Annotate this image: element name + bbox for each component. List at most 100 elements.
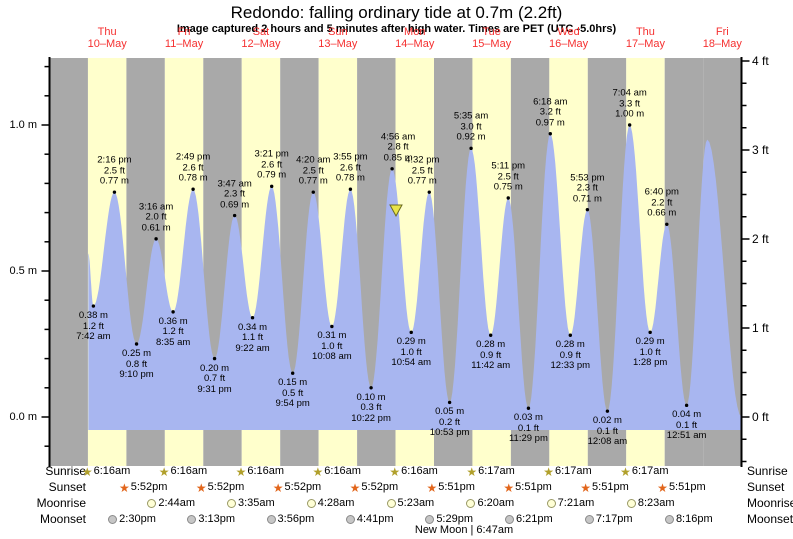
moonrise-row-label-left: Moonrise bbox=[36, 496, 86, 510]
moonset-time: 4:41pm bbox=[356, 513, 394, 525]
annotation-line: 10:53 pm bbox=[429, 427, 470, 439]
annotation-line: 0.9 ft bbox=[559, 349, 581, 361]
annotation-line: 0.71 m bbox=[572, 193, 602, 205]
moonset-time: 3:13pm bbox=[198, 513, 236, 525]
sunrise-time: 6:16am bbox=[324, 465, 361, 477]
moonrise-entry: 2:44am bbox=[147, 497, 195, 510]
day-label: Mon 14–May bbox=[395, 26, 434, 50]
sunrise-time: 6:17am bbox=[478, 465, 515, 477]
annotation-line: 4:20 am bbox=[296, 154, 331, 166]
sunset-entry: ★ 5:52pm bbox=[350, 481, 398, 494]
annotation-line: 0.10 m bbox=[356, 391, 386, 403]
moonset-row-label-left: Moonset bbox=[39, 512, 86, 526]
low-tide-annotation: 0.04 m 0.1 ft 12:51 am bbox=[667, 410, 707, 442]
annotation-line: 7:42 am bbox=[76, 331, 111, 343]
tide-extreme-dot bbox=[585, 207, 590, 212]
annotation-line: 1.2 ft bbox=[82, 320, 104, 332]
moonset-time: 3:56pm bbox=[277, 513, 315, 525]
sunset-time: 5:51pm bbox=[438, 481, 475, 493]
sunset-time: 5:51pm bbox=[668, 481, 706, 493]
moonrise-entry: 4:28am bbox=[306, 497, 354, 510]
moonset-time: 6:21pm bbox=[515, 513, 553, 525]
moonrise-entry: 3:35am bbox=[226, 497, 275, 510]
y-axis-label-metres: 0.0 m bbox=[9, 411, 37, 423]
y-axis-label-feet: 1 ft bbox=[752, 321, 769, 335]
annotation-line: 0.2 ft bbox=[439, 416, 461, 428]
sunrise-time: 6:17am bbox=[631, 465, 669, 477]
sunset-star-icon: ★ bbox=[272, 480, 284, 495]
annotation-line: 3.2 ft bbox=[539, 106, 561, 118]
moonset-icon bbox=[664, 515, 674, 524]
moonrise-time: 3:35am bbox=[237, 497, 275, 509]
moonset-icon bbox=[584, 515, 594, 524]
annotation-line: 2.5 ft bbox=[302, 165, 324, 177]
day-label: Thu 10–May bbox=[88, 26, 127, 50]
annotation-line: 2.3 ft bbox=[576, 182, 598, 194]
annotation-line: 12:33 pm bbox=[550, 360, 591, 372]
day-weekday: Fri bbox=[715, 26, 729, 38]
sunset-row-label-right: Sunset bbox=[747, 480, 785, 494]
tide-extreme-dot bbox=[134, 342, 139, 346]
annotation-line: 0.36 m bbox=[158, 315, 188, 327]
moonset-icon bbox=[108, 515, 118, 524]
sunrise-entry: ★ 6:16am bbox=[82, 465, 130, 478]
tide-extreme-dot bbox=[390, 167, 394, 171]
tide-extreme-dot bbox=[447, 400, 452, 405]
low-tide-annotation: 0.05 m 0.2 ft 10:53 pm bbox=[430, 407, 470, 439]
y-axis-label-metres: 1.0 m bbox=[9, 119, 37, 131]
tide-extreme-dot bbox=[409, 330, 413, 335]
annotation-line: 12:08 am bbox=[587, 436, 628, 448]
high-tide-annotation: 4:56 am 2.8 ft 0.85 m bbox=[381, 132, 415, 164]
tide-extreme-dot bbox=[250, 316, 255, 320]
day-date: 16–May bbox=[548, 38, 589, 50]
moonset-time: 7:17pm bbox=[595, 513, 633, 525]
sunrise-entry: ★ 6:17am bbox=[466, 465, 514, 478]
moonset-entry: 3:13pm bbox=[187, 513, 235, 526]
moonset-icon bbox=[187, 515, 197, 524]
day-date: 11–May bbox=[164, 38, 204, 50]
low-tide-annotation: 0.20 m 0.7 ft 9:31 pm bbox=[197, 363, 231, 396]
moonrise-entry: 8:23am bbox=[626, 497, 675, 510]
sunrise-time: 6:17am bbox=[554, 465, 592, 477]
moonset-icon bbox=[504, 515, 514, 524]
moonrise-icon bbox=[226, 499, 236, 508]
tide-extreme-dot bbox=[506, 196, 510, 200]
annotation-line: 5:35 am bbox=[453, 110, 489, 122]
high-tide-annotation: 5:11 pm 2.5 ft 0.75 m bbox=[491, 161, 525, 194]
annotation-line: 4:56 am bbox=[380, 131, 416, 143]
tide-extreme-dot bbox=[526, 406, 531, 410]
day-date: 17–May bbox=[625, 38, 666, 50]
sunset-star-icon: ★ bbox=[349, 480, 361, 495]
chart-subtitle: Image captured 2 hours and 5 minutes aft… bbox=[176, 23, 617, 35]
tide-extreme-dot bbox=[665, 222, 669, 226]
annotation-line: 10:22 pm bbox=[351, 412, 391, 424]
low-tide-annotation: 0.25 m 0.8 ft 9:10 pm bbox=[119, 348, 153, 381]
annotation-line: 12:51 am bbox=[666, 430, 707, 442]
annotation-line: 0.15 m bbox=[278, 377, 308, 389]
tide-extreme-dot bbox=[684, 403, 689, 408]
annotation-line: 0.29 m bbox=[635, 336, 665, 348]
day-weekday: Mon bbox=[404, 26, 426, 38]
low-tide-annotation: 0.29 m 1.0 ft 1:28 pm bbox=[633, 337, 667, 369]
annotation-line: 0.28 m bbox=[555, 339, 585, 351]
annotation-line: 3:55 pm bbox=[333, 151, 368, 163]
moonrise-time: 8:23am bbox=[637, 497, 675, 509]
annotation-line: 9:22 am bbox=[235, 342, 270, 354]
sunset-time: 5:52pm bbox=[284, 481, 322, 493]
low-tide-annotation: 0.29 m 1.0 ft 10:54 am bbox=[391, 337, 431, 369]
moonset-entry: 5:29pm bbox=[425, 513, 473, 526]
annotation-line: 2.6 ft bbox=[261, 159, 283, 171]
moonset-icon bbox=[266, 515, 276, 524]
day-label: Fri 18–May bbox=[703, 26, 742, 50]
moonset-time: 2:30pm bbox=[119, 513, 156, 525]
tide-extreme-dot bbox=[191, 187, 195, 191]
sunset-entry: ★ 5:51pm bbox=[503, 481, 551, 494]
tide-extreme-dot bbox=[548, 132, 552, 136]
annotation-line: 7:04 am bbox=[612, 87, 647, 99]
annotation-line: 9:54 pm bbox=[275, 398, 310, 410]
annotation-line: 0.85 m bbox=[383, 152, 413, 164]
annotation-line: 0.77 m bbox=[407, 175, 437, 187]
sunrise-entry: ★ 6:16am bbox=[389, 465, 437, 478]
moonset-row-label-right: Moonset bbox=[747, 512, 793, 526]
